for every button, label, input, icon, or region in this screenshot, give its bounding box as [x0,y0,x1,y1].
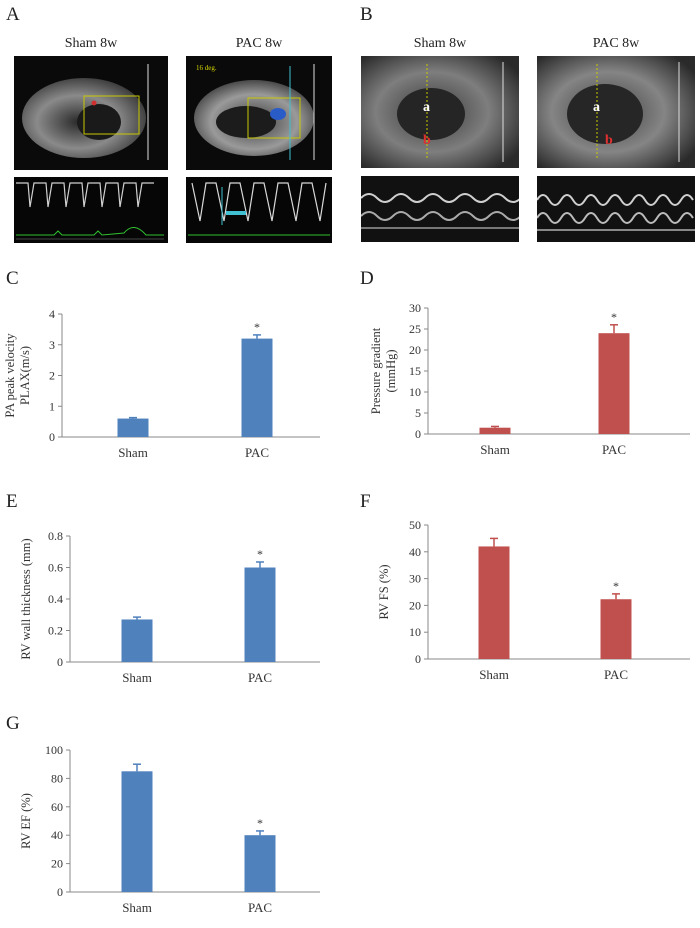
y-tick-label: 80 [51,771,63,785]
y-axis-title: RV wall thickness (mm) [19,538,33,659]
y-tick-label: 20 [409,343,421,357]
y-tick-label: 20 [409,598,421,612]
panel-a-doppler-angle: 16 deg. [196,64,217,72]
chart-d: 0 5 10 15 20 25 30 Pressure gradient (mmHg) Sham *… [369,301,690,457]
x-category-label: PAC [604,667,628,682]
bar-pac [241,338,273,437]
y-tick-label: 10 [409,385,421,399]
panel-e-label: E [6,491,18,512]
y-tick-label: 100 [45,743,63,757]
bar-pac [244,567,276,662]
significance-marker: * [611,310,617,324]
y-tick-label: 2 [49,369,55,383]
panel-a-pac-echo-image: 16 deg. [186,56,332,170]
y-tick-label: 0 [57,885,63,899]
y-tick-label: 40 [409,545,421,559]
bar-pac [244,835,276,892]
y-axis-title: Pressure gradient [369,327,383,414]
bar-pac [598,333,630,434]
x-category-label: PAC [248,900,272,915]
chart-c: 0 1 2 3 4 PA peak velocity PLAX(m/s) Sham * PAC [3,307,320,460]
x-category-label: Sham [122,670,152,685]
panel-b-sham-echo-graphic: a b [361,56,519,168]
panel-a-label: A [6,4,20,25]
panel-b-pac-title: PAC 8w [592,36,640,51]
panel-a-pac-doppler-graphic [188,182,330,236]
y-tick-label: 5 [415,406,421,420]
y-axis-title: PLAX(m/s) [18,346,32,405]
x-category-label: Sham [122,900,152,915]
y-axis-title: RV FS (%) [377,564,391,619]
bar-sham [117,418,149,437]
y-tick-label: 1 [49,399,55,413]
panel-a-sham-echo-image [14,56,168,170]
y-tick-label: 0.6 [48,561,63,575]
panel-a-sham-echo-graphic [22,64,149,160]
panel-b-label: B [360,4,373,25]
chart-f: 0 10 20 30 40 50 RV FS (%) Sham * PAC [377,518,690,682]
y-tick-label: 10 [409,625,421,639]
x-category-label: PAC [245,445,269,460]
y-tick-label: 0.2 [48,624,63,638]
panel-a-pac-doppler-trace [186,177,332,243]
x-category-label: Sham [118,445,148,460]
x-category-label: PAC [602,442,626,457]
y-tick-label: 0.8 [48,529,63,543]
bar-pac [600,599,632,659]
y-tick-label: 30 [409,572,421,586]
significance-marker: * [254,320,260,334]
panel-b-sham-marker-b: b [423,133,431,148]
y-tick-label: 3 [49,338,55,352]
y-tick-label: 0.4 [48,592,63,606]
y-tick-label: 0 [415,427,421,441]
panel-b-sham-mmode-graphic [361,176,519,242]
panel-c-label: C [6,268,19,289]
panel-a-sham-doppler-trace [14,177,168,243]
y-tick-label: 4 [49,307,55,321]
y-tick-label: 50 [409,518,421,532]
panel-a-sham-doppler-graphic [16,182,164,240]
x-category-label: Sham [480,442,510,457]
y-tick-label: 0 [49,430,55,444]
chart-g: 0 20 40 60 80 100 RV EF (%) Sham * PAC [19,743,320,915]
significance-marker: * [257,816,263,830]
bar-sham [479,427,511,434]
panel-b-pac-marker-b: b [605,133,613,148]
panel-b-pac-echo-graphic: a b [537,56,695,168]
panel-b-sham-marker-a: a [423,100,430,115]
y-tick-label: 30 [409,301,421,315]
panel-b-sham-mmode-trace [361,176,519,242]
panel-a-pac-echo-graphic: 16 deg. [194,64,315,160]
panel-a-pac-title: PAC 8w [235,36,283,51]
panel-a-sham-title: Sham 8w [64,36,118,51]
x-category-label: PAC [248,670,272,685]
bar-sham [121,771,153,892]
chart-e: 0 0.2 0.4 0.6 0.8 RV wall thickness (mm) Sham *… [19,529,320,685]
y-tick-label: 20 [51,857,63,871]
y-axis-title: PA peak velocity [3,333,17,418]
y-tick-label: 0 [57,655,63,669]
significance-marker: * [613,579,619,593]
y-tick-label: 40 [51,828,63,842]
panel-b-pac-marker-a: a [593,100,600,115]
panel-b-pac-mmode-trace [537,176,695,242]
y-tick-label: 60 [51,800,63,814]
y-axis-title: (mmHg) [384,349,398,392]
y-tick-label: 15 [409,364,421,378]
panel-b-sham-title: Sham 8w [413,36,467,51]
panel-d-label: D [360,268,374,289]
panel-g-label: G [6,713,20,734]
y-tick-label: 25 [409,322,421,336]
bar-sham [121,619,153,662]
panel-b-pac-mmode-graphic [537,176,695,242]
y-axis-title: RV EF (%) [19,793,33,849]
panel-f-label: F [360,491,371,512]
x-category-label: Sham [479,667,509,682]
significance-marker: * [257,547,263,561]
y-tick-label: 0 [415,652,421,666]
bar-sham [478,546,510,659]
panel-b-pac-echo-image: a b [537,56,695,168]
panel-b-sham-echo-image: a b [361,56,519,168]
